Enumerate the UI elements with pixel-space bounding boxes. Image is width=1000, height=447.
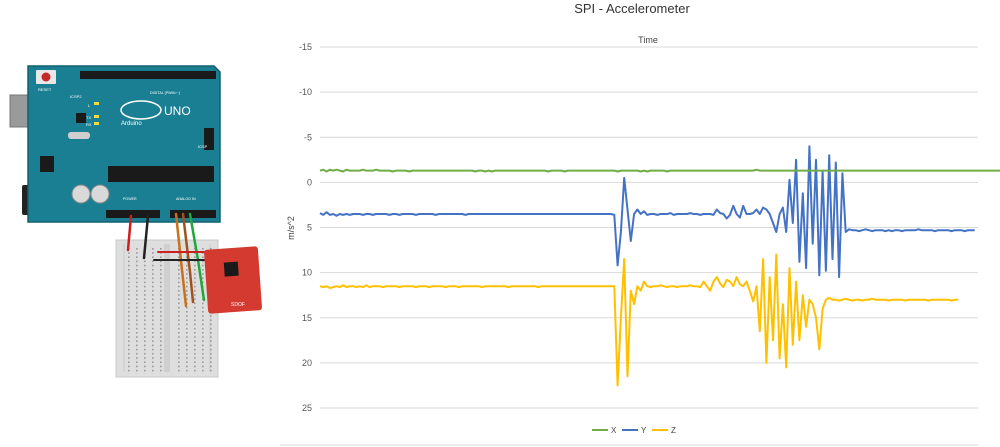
y-tick-label: -15 [299,42,312,52]
y-tick-label: 0 [307,177,312,187]
series-lines [319,145,1000,387]
wire-black [142,214,150,260]
power-header [106,210,160,218]
legend-label-z: Z [671,426,676,435]
y-tick-label: -5 [304,132,312,142]
y-tick-label: 25 [302,403,312,413]
icsp2-label: ICSP2 [70,94,82,99]
icsp-side-label: ICSP [198,144,208,149]
reset-label: RESET [38,87,52,92]
voltage-regulator [40,156,54,172]
sensor-label: SDOF [231,302,245,308]
legend-label-y: Y [641,426,647,435]
y-tick-labels: -15 -10 -5 0 5 10 15 20 25 [299,42,312,413]
y-tick-label: 10 [302,268,312,278]
digital-header [80,71,216,79]
arduino-logo [120,100,162,120]
wire-brown [181,212,195,304]
arduino-board: RESET ICSP2 DIGITAL (PWM=~) ICSP UNO Ard… [27,65,221,223]
wires [126,212,207,308]
series-line-x [319,168,1000,173]
wire-red [126,214,133,252]
chart-title: SPI - Accelerometer [574,1,690,16]
l-label: L [88,103,91,108]
y-axis-label: m/s^2 [286,216,296,240]
legend: X Y Z [592,426,676,435]
capacitor [71,184,91,204]
uno-logo-text: UNO [164,104,191,118]
accelerometer-chart: SPI - Accelerometer Time m/s^2 -15 -10 -5 0… [280,1,1000,446]
analog-label: ANALOG IN [176,197,196,201]
power-label: POWER [123,197,137,201]
icsp-header [204,128,214,150]
legend-label-x: X [611,426,617,435]
y-tick-label: 20 [302,358,312,368]
analog-header [170,210,216,218]
digital-label: DIGITAL (PWM=~) [150,91,180,95]
crystal [68,132,90,139]
microcontroller-chip [108,166,214,182]
wire-orange [174,212,188,308]
wiring-illustration: RESET ICSP2 DIGITAL (PWM=~) ICSP UNO Ard… [9,65,262,378]
y-tick-label: 15 [302,313,312,323]
tx-label: TX [86,115,91,120]
usb-chip [76,113,86,123]
grid [280,46,978,446]
capacitor [90,184,110,204]
series-line-z [319,253,959,387]
breadboard [115,239,219,378]
y-tick-label: 5 [307,223,312,233]
series-line-y [319,145,975,279]
arduino-brand: Arduino [121,121,142,127]
chart-subtitle: Time [638,35,658,45]
rx-label: RX [86,122,92,127]
y-tick-label: -10 [299,87,312,97]
accelerometer-sensor: SDOF [204,246,262,314]
